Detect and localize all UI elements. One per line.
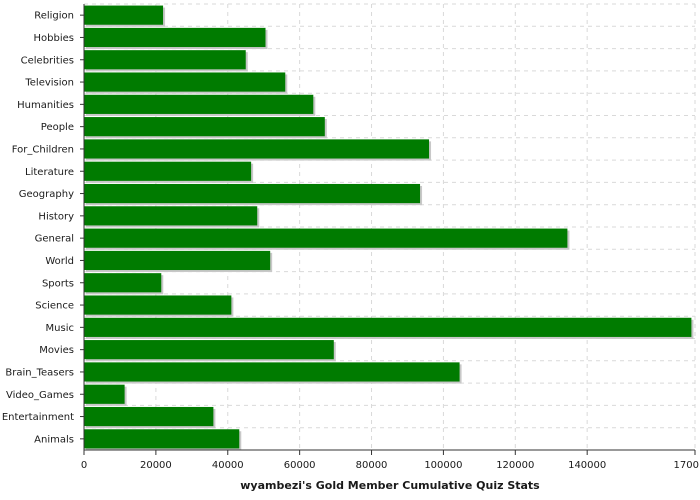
category-label: Entertainment [2, 412, 74, 423]
bar-science [84, 295, 232, 315]
bar-sports [84, 273, 162, 293]
axes [80, 4, 696, 455]
bar-literature [84, 161, 252, 181]
category-label: For_Children [12, 144, 74, 155]
bar-general [84, 228, 568, 248]
x-tick-label: 120000 [496, 460, 534, 471]
bar-hobbies [84, 27, 266, 48]
bar-people [84, 117, 325, 137]
category-label: Humanities [17, 100, 74, 111]
bar-video-games [84, 384, 125, 404]
x-tick-label: 1700 [674, 460, 699, 471]
x-tick-label: 20000 [140, 460, 172, 471]
category-label: Celebrities [21, 55, 74, 66]
bar-animals [84, 429, 240, 449]
bar-history [84, 206, 258, 226]
x-tick-label: 80000 [356, 460, 388, 471]
bar-entertainment [84, 406, 214, 427]
category-label: Hobbies [34, 33, 74, 44]
bar-for-children [84, 139, 430, 159]
bar-humanities [84, 94, 314, 114]
bar-geography [84, 183, 421, 204]
x-tick-label: 40000 [212, 460, 244, 471]
bars [84, 5, 694, 451]
category-label: Science [35, 301, 74, 312]
x-tick-label: 60000 [284, 460, 316, 471]
labels: Religion Hobbies Celebrities Television Huma… [2, 11, 699, 471]
bar-movies [84, 340, 334, 360]
category-label: General [35, 234, 74, 245]
category-label: Television [24, 78, 74, 89]
bar-religion [84, 5, 164, 25]
category-label: Geography [19, 189, 74, 200]
category-label: History [38, 211, 74, 222]
bar-brain-teasers [84, 362, 460, 382]
x-axis-title: wyambezi's Gold Member Cumulative Quiz S… [240, 479, 540, 492]
category-label: People [41, 122, 74, 133]
category-label: Sports [42, 278, 74, 289]
category-label: Brain_Teasers [5, 367, 74, 378]
x-tick-label: 0 [81, 460, 87, 471]
bar-television [84, 72, 286, 92]
x-tick-label: 100000 [424, 460, 462, 471]
x-tick-label: 140000 [568, 460, 606, 471]
category-label: World [45, 256, 74, 267]
bar-world [84, 250, 271, 271]
bar-celebrities [84, 50, 246, 70]
category-label: Movies [39, 345, 74, 356]
category-label: Religion [34, 11, 74, 22]
category-label: Music [46, 323, 74, 334]
category-label: Animals [34, 434, 74, 445]
category-label: Literature [25, 167, 74, 178]
category-label: Video_Games [6, 390, 74, 401]
bar-music [84, 317, 692, 337]
